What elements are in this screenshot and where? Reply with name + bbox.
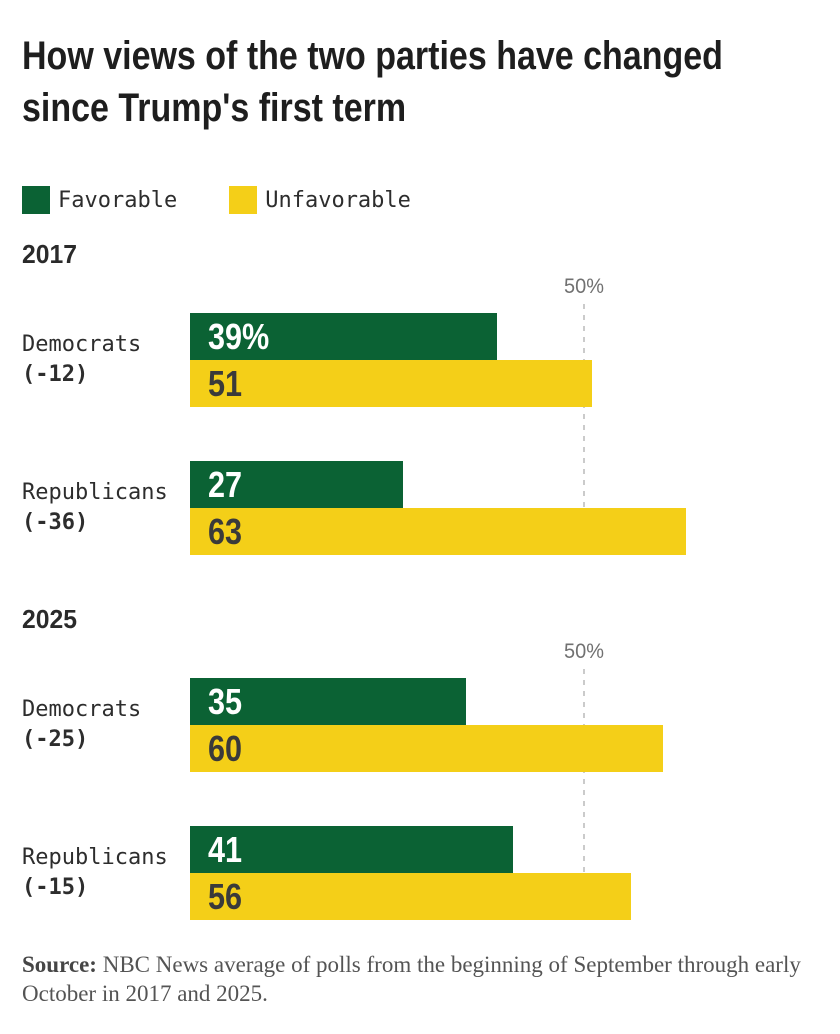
favorable-bar: 39% [190,313,498,360]
party-label: Democrats [22,332,142,357]
party-label: Democrats [22,697,142,722]
unfavorable-bar: 63 [190,508,687,555]
party-label: Republicans [22,845,168,870]
row-2025-democrats: Democrats (-25) 35 60 [22,678,820,772]
bar-value-label: 51 [208,362,243,404]
row-2025-republicans: Republicans (-15) 41 56 [22,826,820,920]
bar-value-label: 35 [208,680,243,722]
legend-item-favorable: Favorable [22,186,177,214]
chart-title-line-2: since Trump's first term [22,86,407,130]
chart-title: How views of the two parties have change… [22,30,820,134]
axis-label-50pct-2017: 50% [563,275,604,298]
bar-value-label: 60 [208,727,243,769]
plot-2025: 50% Democrats (-25) 35 60 Republicans (-… [22,639,820,920]
group-header-2017: 2017 [22,239,77,269]
change-label: (-12) [22,362,89,387]
unfavorable-bar: 56 [190,873,631,920]
row-label-democrats-2025: Democrats (-25) [22,695,182,755]
legend-label-favorable: Favorable [58,187,178,213]
unfavorable-bar: 51 [190,360,592,407]
legend-label-unfavorable: Unfavorable [265,187,411,213]
chart-title-line-1: How views of the two parties have change… [22,34,723,78]
chart-page: How views of the two parties have change… [22,30,820,1008]
unfavorable-bar: 60 [190,725,663,772]
bar-value-label: 41 [208,828,243,870]
row-label-democrats-2017: Democrats (-12) [22,330,182,390]
change-label: (-25) [22,727,89,752]
unfavorable-swatch-icon [229,186,258,214]
favorable-bar: 41 [190,826,513,873]
favorable-bar: 27 [190,461,403,508]
row-2017-republicans: Republicans (-36) 27 63 [22,461,820,555]
plot-2017: 50% Democrats (-12) 39% 51 Republicans (… [22,274,820,555]
bar-value-label: 63 [208,510,243,552]
group-header-2025: 2025 [22,604,77,634]
source-prefix: Source: [22,952,97,977]
axis-label-50pct-2025: 50% [563,640,604,663]
gridline-50pct-2025 [582,669,585,920]
row-label-republicans-2017: Republicans (-36) [22,478,182,538]
change-label: (-36) [22,510,89,535]
row-label-republicans-2025: Republicans (-15) [22,843,182,903]
bar-value-label: 27 [208,463,243,505]
row-2017-democrats: Democrats (-12) 39% 51 [22,313,820,407]
bar-value-label: 56 [208,875,243,917]
legend: Favorable Unfavorable [22,186,820,214]
gridline-50pct-2017 [582,304,585,555]
change-label: (-15) [22,875,89,900]
source-text: NBC News average of polls from the begin… [22,952,801,1006]
party-label: Republicans [22,480,168,505]
legend-item-unfavorable: Unfavorable [229,186,411,214]
favorable-bar: 35 [190,678,466,725]
bar-value-label: 39% [208,315,270,357]
favorable-swatch-icon [22,186,50,214]
source-note: Source: NBC News average of polls from t… [22,950,820,1008]
